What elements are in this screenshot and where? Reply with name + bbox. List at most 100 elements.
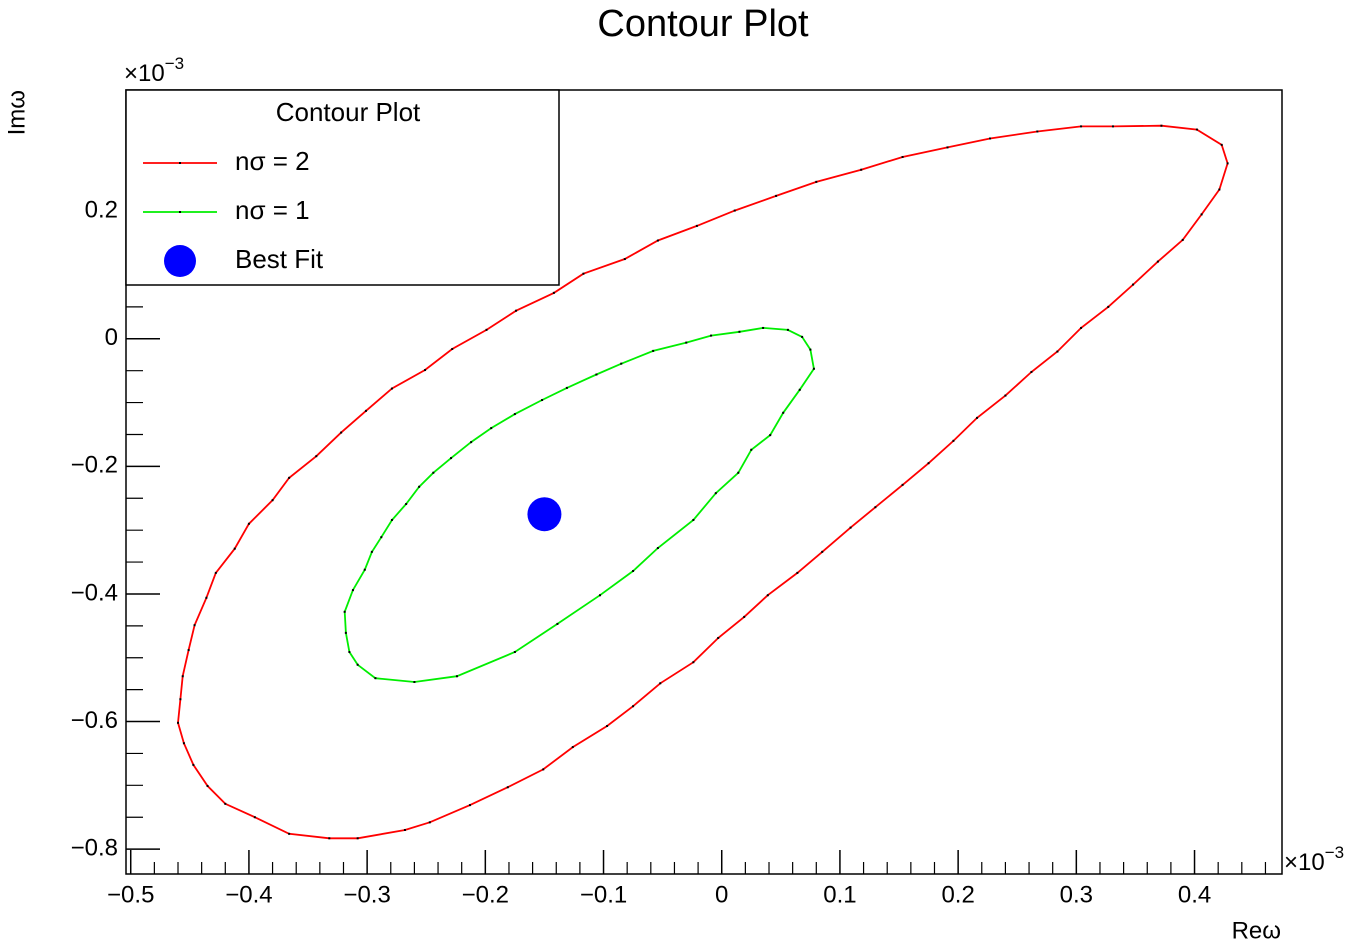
- contour-point: [542, 768, 545, 771]
- contour-point: [181, 675, 184, 678]
- contour-point: [769, 434, 772, 437]
- contour-point: [598, 594, 601, 597]
- contour-point: [1200, 213, 1203, 216]
- contour-point: [288, 832, 291, 835]
- contour-point: [403, 828, 406, 831]
- contour-point: [356, 663, 359, 666]
- y-axis-label: Imω: [3, 90, 30, 135]
- contour-point: [187, 649, 190, 652]
- contour-point: [193, 624, 196, 627]
- contour-point: [344, 631, 347, 634]
- legend-label: Best Fit: [235, 244, 324, 274]
- contour-point: [901, 483, 904, 486]
- contour-point: [1004, 394, 1007, 397]
- legend-box: [125, 89, 560, 286]
- contour-point: [1160, 124, 1163, 127]
- contour-point: [418, 485, 421, 488]
- legend-point: [179, 162, 181, 164]
- contour-point: [571, 746, 574, 749]
- y-tick-label: 0.2: [85, 197, 118, 224]
- x-tick-label: 0: [715, 881, 728, 908]
- contour-point: [364, 409, 367, 412]
- contour-point: [515, 309, 518, 312]
- contour-point: [428, 821, 431, 824]
- contour-point: [685, 341, 688, 344]
- plot-frame: [125, 89, 1283, 875]
- contour-point: [343, 610, 346, 613]
- y-tick-label: −0.4: [71, 579, 118, 606]
- y-tick-label: 0: [105, 324, 118, 351]
- contour-point: [565, 386, 568, 389]
- contour-point: [315, 455, 318, 458]
- contour-point: [424, 369, 427, 372]
- x-tick-label: −0.4: [225, 881, 272, 908]
- chart-title: Contour Plot: [597, 3, 809, 45]
- contour-point: [692, 661, 695, 664]
- contour-point: [374, 677, 377, 680]
- contour-point: [595, 373, 598, 376]
- contour-point: [1080, 125, 1083, 128]
- contour-point: [1107, 305, 1110, 308]
- contour-point: [632, 705, 635, 708]
- contour-point: [177, 721, 180, 724]
- x-tick-label: −0.1: [580, 881, 627, 908]
- x-tick-label: 0.4: [1178, 881, 1211, 908]
- contour-point: [513, 413, 516, 416]
- contour-point: [470, 441, 473, 444]
- y-tick-label: −0.8: [71, 834, 118, 861]
- contour-point: [288, 476, 291, 479]
- contour-point: [340, 431, 343, 434]
- contour-point: [1030, 370, 1033, 373]
- x-tick-label: 0.3: [1060, 881, 1093, 908]
- x-axis-label: Reω: [1232, 917, 1281, 944]
- contour-point: [205, 596, 208, 599]
- contour-point: [351, 589, 354, 592]
- contour-point: [620, 362, 623, 365]
- contour-point: [1036, 130, 1039, 133]
- x-tick-label: 0.2: [941, 881, 974, 908]
- contour-point: [692, 518, 695, 521]
- x-tick-label: −0.5: [107, 881, 154, 908]
- legend-marker: [164, 245, 196, 277]
- contour-point: [901, 155, 904, 158]
- contour-point: [659, 682, 662, 685]
- contour-point: [328, 837, 331, 840]
- contour-point: [656, 547, 659, 550]
- contour-point: [1156, 260, 1159, 263]
- contour-point: [451, 347, 454, 350]
- contour-point: [782, 411, 785, 414]
- contour-point: [541, 399, 544, 402]
- y-multiplier-exponent: −3: [165, 54, 184, 73]
- contour-point: [632, 569, 635, 572]
- contour-point: [786, 328, 789, 331]
- contour-point: [192, 763, 195, 766]
- contour-point: [214, 571, 217, 574]
- contour-point: [775, 194, 778, 197]
- x-tick-label: −0.2: [462, 881, 509, 908]
- contour-point: [390, 518, 393, 521]
- contour-point: [750, 448, 753, 451]
- contour-point: [233, 547, 236, 550]
- contour-point: [812, 367, 815, 370]
- contour-point: [271, 499, 274, 502]
- contour-point: [179, 698, 182, 701]
- contour-point: [652, 349, 655, 352]
- contour-point: [247, 522, 250, 525]
- contour-point: [801, 335, 804, 338]
- y-tick-label: −0.6: [71, 707, 118, 734]
- contour-point: [1226, 162, 1229, 165]
- contour-point: [224, 802, 227, 805]
- contour-point: [766, 594, 769, 597]
- contour-point: [405, 503, 408, 506]
- contour-point: [506, 786, 509, 789]
- y-multiplier: ×10−3: [124, 54, 184, 87]
- x-multiplier-exponent: −3: [1325, 843, 1344, 862]
- contour-point: [182, 742, 185, 745]
- contour-point: [1181, 238, 1184, 241]
- contour-point: [253, 816, 256, 819]
- contour-point: [582, 272, 585, 275]
- contour-point: [455, 675, 458, 678]
- contour-point: [513, 651, 516, 654]
- contour-point: [743, 615, 746, 618]
- contour-point: [796, 571, 799, 574]
